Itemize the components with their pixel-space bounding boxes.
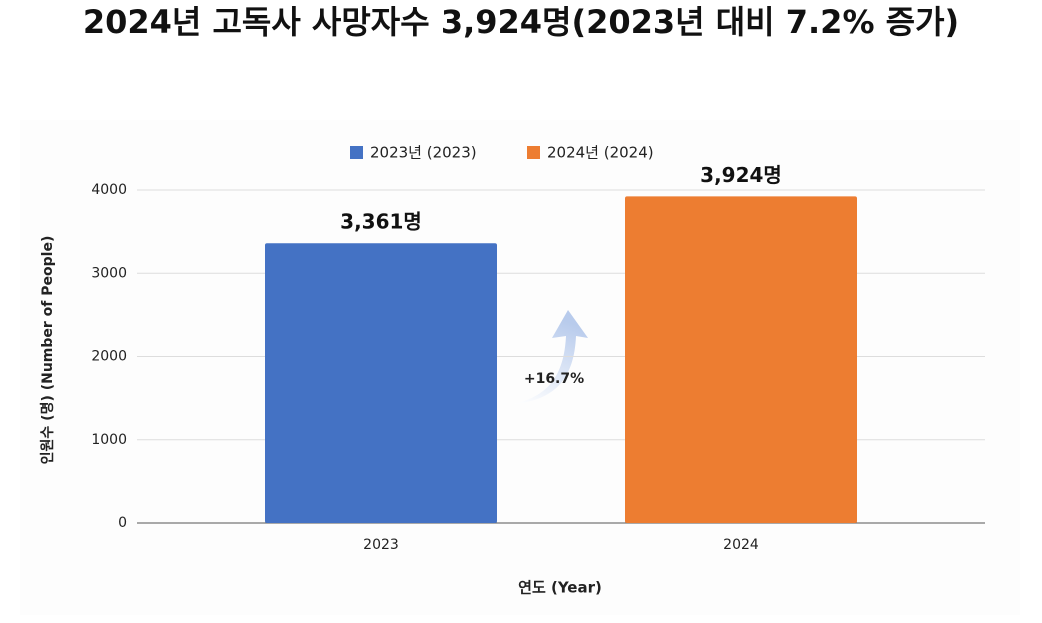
bar [625, 196, 857, 523]
x-axis-label: 연도 (Year) [518, 579, 602, 597]
data-label: 3,361명 [340, 210, 422, 234]
y-tick-label: 0 [118, 515, 127, 531]
growth-arrow [514, 310, 588, 404]
y-tick-label: 3000 [91, 265, 127, 281]
legend-label: 2024년 (2024) [547, 144, 654, 162]
annotation: +16.7% [524, 371, 584, 387]
chart-title: 2024년 고독사 사망자수 3,924명(2023년 대비 7.2% 증가) [83, 3, 959, 41]
legend-swatch [527, 146, 540, 159]
legend-swatch [350, 146, 363, 159]
y-tick-label: 2000 [91, 349, 127, 365]
bar [265, 243, 497, 523]
y-tick-label: 1000 [91, 432, 127, 448]
x-tick-label: 2024 [723, 537, 759, 553]
legend-label: 2023년 (2023) [370, 144, 477, 162]
x-tick-label: 2023 [363, 537, 399, 553]
data-label: 3,924명 [700, 163, 782, 187]
y-tick-label: 4000 [91, 182, 127, 198]
chart-panel [20, 120, 1020, 615]
y-axis-label: 인원수 (명) (Number of People) [39, 236, 56, 465]
